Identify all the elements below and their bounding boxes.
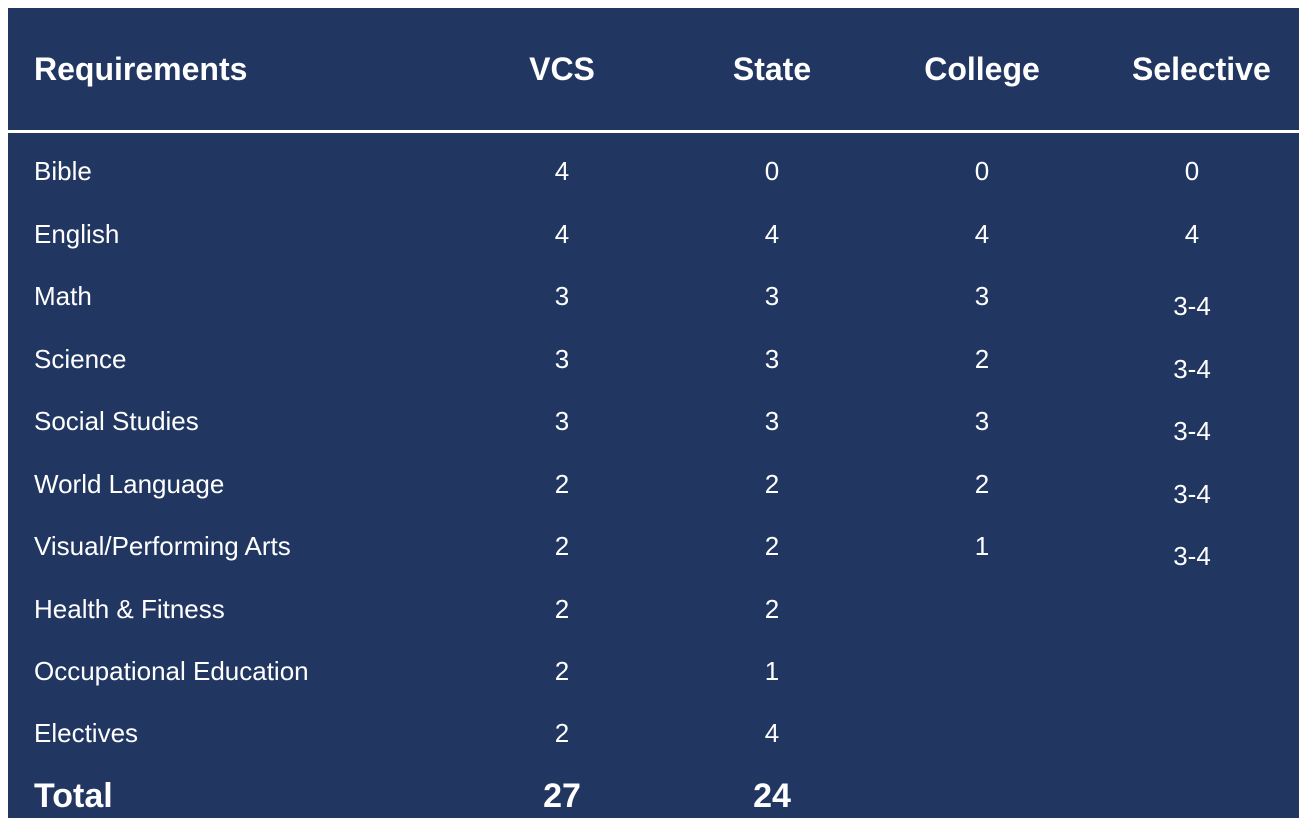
row-state: 3 (764, 281, 780, 311)
total-state: 24 (753, 777, 791, 815)
row-label: English (34, 219, 120, 249)
total-college (922, 765, 1042, 827)
row-vcs: 2 (554, 531, 570, 561)
header-vcs: VCS (529, 51, 595, 87)
row-vcs: 4 (554, 219, 570, 249)
table-row: Bible 4 0 0 0 (8, 140, 1299, 202)
total-label: Total (34, 777, 113, 815)
row-vcs: 2 (554, 469, 570, 499)
header-state: State (732, 51, 812, 87)
table-row: Science 3 3 2 3-4 (8, 328, 1299, 390)
row-college: 1 (974, 531, 990, 561)
row-college: 0 (974, 156, 990, 186)
row-vcs: 3 (554, 406, 570, 436)
row-college (922, 578, 1042, 640)
table-row: Electives 2 4 (8, 702, 1299, 764)
row-selective: 3-4 (1173, 479, 1211, 509)
table-row: World Language 2 2 2 3-4 (8, 453, 1299, 515)
row-label: Math (34, 281, 92, 311)
row-state: 3 (764, 344, 780, 374)
row-state: 4 (764, 718, 780, 748)
row-label: Health & Fitness (34, 594, 225, 624)
table-row: Social Studies 3 3 3 3-4 (8, 390, 1299, 452)
row-label: Electives (34, 718, 139, 748)
row-label: Social Studies (34, 406, 199, 436)
row-selective: 3-4 (1173, 416, 1211, 446)
row-label: Occupational Education (34, 656, 309, 686)
table-row: English 4 4 4 4 (8, 203, 1299, 265)
row-vcs: 4 (554, 156, 570, 186)
table-header: Requirements VCS State College Selective (8, 8, 1299, 130)
row-selective: 3-4 (1173, 354, 1211, 384)
row-state: 1 (764, 656, 780, 686)
row-vcs: 2 (554, 594, 570, 624)
row-college: 2 (974, 344, 990, 374)
row-label: World Language (34, 469, 225, 499)
row-college (922, 702, 1042, 764)
row-selective: 0 (1184, 156, 1200, 186)
row-selective: 4 (1184, 219, 1200, 249)
row-selective: 3-4 (1173, 541, 1211, 571)
row-label: Science (34, 344, 127, 374)
row-state: 4 (764, 219, 780, 249)
row-label: Bible (34, 156, 92, 186)
row-college: 2 (974, 469, 990, 499)
row-college: 3 (974, 406, 990, 436)
row-state: 2 (764, 531, 780, 561)
row-state: 2 (764, 594, 780, 624)
header-college: College (924, 51, 1040, 87)
row-college: 4 (974, 219, 990, 249)
table-row: Health & Fitness 2 2 (8, 578, 1299, 640)
row-state: 2 (764, 469, 780, 499)
row-selective (1132, 702, 1252, 764)
row-college (922, 640, 1042, 702)
table-row: Visual/Performing Arts 2 2 1 3-4 (8, 515, 1299, 577)
total-vcs: 27 (543, 777, 581, 815)
row-vcs: 3 (554, 281, 570, 311)
table-row: Math 3 3 3 3-4 (8, 265, 1299, 327)
row-state: 3 (764, 406, 780, 436)
row-label: Visual/Performing Arts (34, 531, 291, 561)
table-row: Occupational Education 2 1 (8, 640, 1299, 702)
row-selective: 3-4 (1173, 291, 1211, 321)
row-selective (1132, 578, 1252, 640)
requirements-table: Requirements VCS State College Selective… (8, 8, 1299, 818)
header-requirements: Requirements (34, 51, 248, 87)
row-college: 3 (974, 281, 990, 311)
header-selective: Selective (1132, 51, 1271, 87)
total-row: Total 27 24 (8, 765, 1299, 827)
total-selective (1132, 765, 1252, 827)
row-selective (1132, 640, 1252, 702)
row-state: 0 (764, 156, 780, 186)
row-vcs: 3 (554, 344, 570, 374)
row-vcs: 2 (554, 718, 570, 748)
header-divider (8, 130, 1299, 133)
row-vcs: 2 (554, 656, 570, 686)
